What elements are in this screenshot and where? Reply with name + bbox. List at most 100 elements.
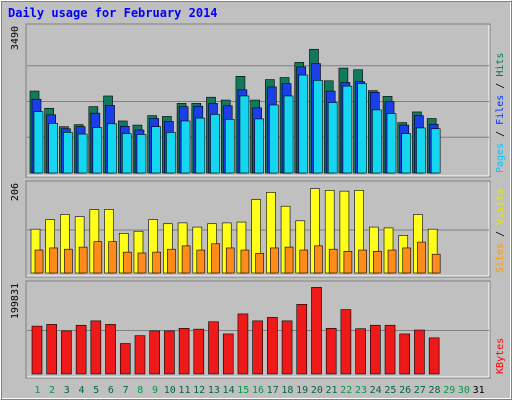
bar-pages-day-2: [48, 123, 59, 174]
bar-pages-day-27: [416, 127, 426, 174]
side-legend: KBytes: [495, 338, 506, 374]
bar-sites-day-17: [270, 247, 279, 274]
x-tick-label-25: 25: [384, 385, 396, 396]
x-tick-label-19: 19: [296, 385, 308, 396]
bar-pages-day-3: [63, 132, 73, 174]
x-tick-label-9: 9: [152, 385, 158, 396]
bar-kbytes-day-3: [61, 330, 72, 375]
x-tick-label-2: 2: [49, 385, 55, 396]
bar-pages-day-6: [107, 123, 117, 174]
bar-pages-day-11: [180, 120, 191, 174]
x-tick-label-31: 31: [473, 385, 485, 396]
bar-pages-day-16: [254, 118, 264, 174]
bar-kbytes-day-23: [355, 328, 366, 375]
legend-entry: Visits: [495, 189, 506, 225]
bar-pages-day-9: [151, 126, 161, 174]
bar-sites-day-2: [49, 247, 59, 274]
x-tick-label-18: 18: [281, 385, 293, 396]
x-tick-label-13: 13: [208, 385, 220, 396]
bar-sites-day-19: [299, 249, 309, 274]
bar-sites-day-21: [328, 248, 338, 274]
bar-pages-day-10: [166, 132, 176, 174]
bar-sites-day-13: [211, 243, 220, 274]
bar-kbytes-day-26: [399, 333, 411, 375]
x-tick-label-7: 7: [123, 385, 129, 396]
bar-sites-day-9: [152, 251, 161, 274]
bar-sites-day-8: [137, 252, 147, 274]
bar-sites-day-7: [122, 251, 132, 274]
side-legend: Sites / Visits: [495, 189, 506, 273]
x-tick-label-29: 29: [443, 385, 455, 396]
bar-sites-day-20: [314, 245, 323, 274]
x-tick-label-10: 10: [164, 385, 176, 396]
panel-hits-files-pages: 3490 Pages / Files / Hits: [10, 23, 506, 178]
bar-kbytes-day-27: [414, 329, 425, 375]
bar-pages-day-1: [33, 111, 44, 174]
x-tick-label-24: 24: [370, 385, 382, 396]
bar-pages-day-23: [357, 83, 367, 174]
x-tick-label-22: 22: [340, 385, 352, 396]
bar-kbytes-day-21: [325, 327, 337, 375]
y-axis-max-label: 199831: [10, 283, 21, 319]
bar-kbytes-day-16: [252, 320, 263, 375]
bar-kbytes-day-18: [281, 320, 293, 375]
bar-kbytes-day-24: [370, 324, 381, 375]
bar-kbytes-day-15: [237, 313, 249, 375]
panel-kbytes: 199831 KBytes: [10, 280, 506, 379]
bar-kbytes-day-7: [119, 343, 131, 375]
bar-kbytes-day-28: [428, 337, 440, 375]
bar-pages-day-21: [327, 102, 338, 174]
bar-pages-day-18: [283, 95, 294, 174]
bar-sites-day-12: [196, 249, 206, 274]
bar-kbytes-day-4: [75, 324, 87, 375]
bar-sites-day-27: [417, 241, 426, 274]
bar-pages-day-15: [239, 95, 250, 174]
bar-kbytes-day-22: [340, 309, 352, 375]
side-legend: Pages / Files / Hits: [495, 53, 506, 173]
bar-sites-day-4: [78, 246, 88, 274]
x-tick-label-17: 17: [267, 385, 279, 396]
legend-entry: /: [495, 225, 506, 243]
x-tick-label-27: 27: [414, 385, 426, 396]
x-tick-label-16: 16: [252, 385, 264, 396]
bar-kbytes-day-1: [31, 325, 43, 375]
bar-sites-day-23: [358, 249, 367, 274]
x-tick-label-30: 30: [458, 385, 470, 396]
bar-sites-day-5: [93, 241, 103, 274]
x-tick-label-28: 28: [428, 385, 440, 396]
x-tick-label-5: 5: [93, 385, 99, 396]
bar-kbytes-day-8: [134, 335, 146, 375]
bar-pages-day-25: [386, 113, 397, 174]
x-tick-label-14: 14: [223, 385, 235, 396]
legend-entry: Pages: [495, 143, 506, 173]
bar-sites-day-11: [181, 245, 191, 274]
bar-kbytes-day-13: [208, 321, 219, 375]
bar-sites-day-22: [343, 250, 353, 274]
x-axis-day-labels: 1 2 3 4 5 6 7 8 9 10 11 12 13 14 15 16 17 18 19 20 21 22 23 24 2…: [34, 385, 484, 396]
bar-sites-day-6: [108, 241, 117, 274]
chart-title: Daily usage for February 2014: [8, 6, 218, 20]
bar-pages-day-19: [298, 74, 309, 174]
bar-pages-day-14: [224, 119, 235, 174]
y-axis-max-label: 206: [10, 183, 21, 201]
bar-sites-day-24: [373, 250, 382, 274]
bar-kbytes-day-6: [105, 324, 116, 375]
x-tick-label-3: 3: [64, 385, 70, 396]
bar-pages-day-24: [372, 109, 382, 174]
x-tick-label-1: 1: [34, 385, 40, 396]
bar-pages-day-28: [430, 128, 441, 174]
bar-sites-day-15: [240, 249, 250, 274]
x-tick-label-4: 4: [78, 385, 84, 396]
bar-sites-day-25: [387, 249, 397, 274]
bar-pages-day-26: [401, 133, 412, 174]
bar-kbytes-day-17: [267, 317, 278, 375]
x-tick-label-6: 6: [108, 385, 114, 396]
x-tick-label-20: 20: [311, 385, 323, 396]
bar-pages-day-4: [77, 133, 88, 174]
bar-pages-day-8: [136, 134, 147, 174]
bar-sites-day-28: [431, 253, 441, 274]
bar-pages-day-7: [121, 133, 132, 174]
bar-sites-day-3: [64, 248, 73, 274]
